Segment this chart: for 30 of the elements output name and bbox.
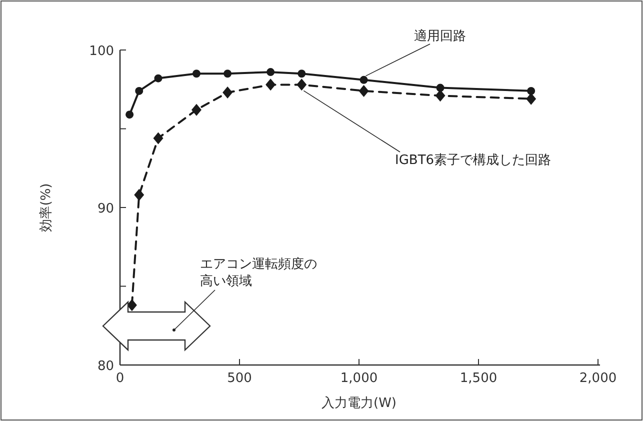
point — [224, 70, 232, 78]
point — [191, 104, 202, 116]
point — [192, 70, 200, 78]
point — [222, 86, 233, 99]
x-tick-label: 1,500 — [460, 371, 498, 386]
annotation: エアコン運転頻度の高い領域 — [200, 256, 317, 289]
y-tick-label: 80 — [97, 359, 114, 374]
point — [154, 74, 162, 82]
text: 適用回路 — [414, 29, 466, 44]
point — [135, 86, 144, 95]
x-tick-label: 1,000 — [340, 371, 378, 386]
point — [266, 78, 276, 91]
x-axis-title: 入力電力(W) — [322, 396, 396, 411]
text: IGBT6素子で構成した回路 — [395, 153, 552, 168]
point — [527, 86, 536, 95]
point — [360, 76, 368, 84]
y-tick-label: 90 — [97, 202, 114, 216]
point — [296, 78, 307, 91]
point — [266, 68, 275, 76]
point — [126, 110, 134, 119]
point — [436, 84, 444, 92]
x-tick-label: 2,000 — [579, 371, 617, 386]
x-tick-label: 0 — [116, 371, 124, 386]
point — [358, 84, 369, 97]
point — [298, 70, 306, 78]
x-tick-label: 500 — [227, 371, 252, 386]
y-axis-title: 効率(%) — [38, 183, 54, 232]
point — [153, 132, 164, 144]
y-tick-label: 100 — [89, 44, 114, 59]
point — [134, 188, 144, 201]
